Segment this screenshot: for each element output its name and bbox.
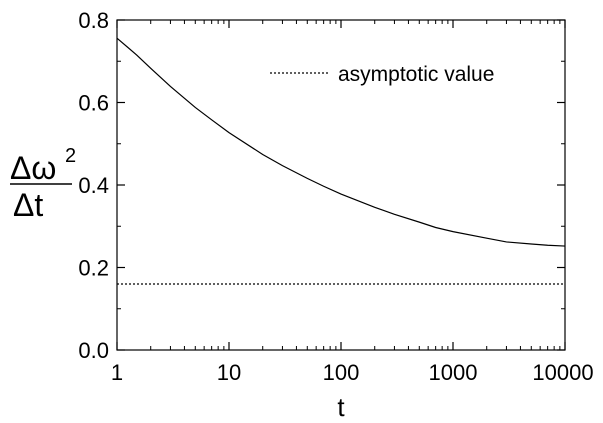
legend: asymptotic value — [270, 63, 494, 86]
y-label-denominator: Δt — [13, 187, 43, 223]
y-label-omega: ω — [31, 150, 56, 186]
x-axis-label: t — [337, 392, 345, 422]
x-tick-label: 100 — [323, 360, 360, 385]
y-tick-label: 0.2 — [78, 256, 109, 281]
y-tick-label: 0.6 — [78, 91, 109, 116]
x-tick-label: 1 — [111, 360, 123, 385]
y-tick-label: 0.8 — [78, 8, 109, 33]
x-tick-label: 10 — [217, 360, 241, 385]
y-label-delta: Δ — [10, 150, 31, 186]
series-curve — [116, 37, 566, 247]
y-tick-label: 0.4 — [78, 173, 109, 198]
y-axis-label: Δω 2 Δt — [10, 145, 76, 223]
series-group — [116, 37, 566, 285]
x-tick-label: 10000 — [532, 360, 593, 385]
tick-labels-group: 0.0 0.2 0.4 0.6 0.8 1 10 100 1000 10000 — [78, 8, 593, 385]
legend-label-asymptotic: asymptotic value — [338, 63, 494, 86]
ticks-group — [116, 19, 566, 351]
x-tick-label: 1000 — [429, 360, 478, 385]
y-tick-label: 0.0 — [78, 338, 109, 363]
y-label-numerator: Δω — [10, 150, 56, 186]
y-label-exponent: 2 — [65, 145, 76, 167]
